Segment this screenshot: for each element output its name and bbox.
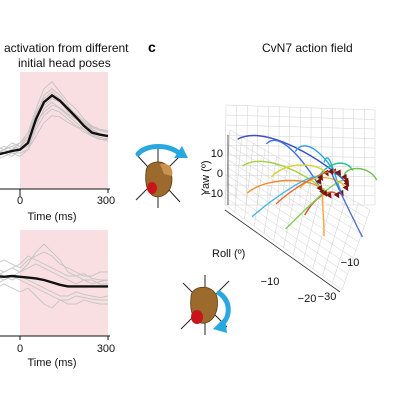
yaw-tick-label: 10 bbox=[211, 148, 223, 160]
trajectory-arrowhead bbox=[333, 191, 340, 199]
left-title-line2: initial head poses bbox=[18, 56, 111, 70]
trajectory-arrowhead bbox=[316, 184, 323, 192]
trajectory-line bbox=[321, 191, 327, 237]
trial-trace bbox=[0, 283, 108, 309]
trajectory-line bbox=[251, 175, 323, 218]
grid-line bbox=[226, 182, 351, 267]
grid-line bbox=[226, 174, 354, 259]
grid-line bbox=[225, 114, 376, 120]
grid-line bbox=[225, 104, 376, 111]
grid-line bbox=[229, 137, 368, 219]
trajectory-arrowhead bbox=[317, 174, 324, 181]
top-activation-chart: 0 300 Time (ms) bbox=[0, 72, 115, 223]
grid-line bbox=[229, 129, 371, 211]
grid-line bbox=[225, 197, 345, 283]
roll-axis bbox=[224, 209, 341, 293]
trajectory-line bbox=[237, 134, 349, 185]
grid-line bbox=[227, 159, 359, 243]
trial-trace bbox=[0, 105, 109, 151]
left-title-line1: activation from different bbox=[4, 41, 129, 55]
trajectory-lines bbox=[237, 134, 378, 238]
trajectory-arrowhead bbox=[343, 177, 349, 185]
grid-line bbox=[225, 174, 376, 177]
trial-trace bbox=[0, 251, 108, 277]
mean-trace bbox=[0, 274, 108, 288]
grid-line bbox=[228, 144, 365, 227]
trajectory-line bbox=[275, 170, 341, 205]
x-tick-label-0: 0 bbox=[17, 195, 23, 207]
roll-tick-label: −20 bbox=[298, 293, 317, 305]
trajectory-line bbox=[246, 179, 322, 194]
trial-trace bbox=[0, 273, 109, 299]
yaw-tick-label: 0 bbox=[217, 168, 223, 180]
trial-trace bbox=[0, 81, 109, 151]
trajectory-line bbox=[270, 164, 328, 178]
yaw-tick-label: −10 bbox=[204, 188, 223, 200]
head-pose-yaw-icon bbox=[135, 144, 188, 208]
x-tick-label-300: 300 bbox=[97, 195, 115, 207]
head-pose-roll-icon bbox=[180, 275, 231, 335]
x-tick-label-300: 300 bbox=[97, 343, 115, 355]
roll-tick-label: −30 bbox=[318, 291, 337, 303]
trial-traces bbox=[0, 81, 109, 159]
trial-traces bbox=[0, 243, 109, 309]
panel-letter: c bbox=[148, 39, 156, 55]
trajectory-arrowhead bbox=[321, 190, 328, 197]
grid-line bbox=[228, 152, 362, 235]
grid-line bbox=[225, 154, 376, 158]
roll-axis-label: Roll (º) bbox=[212, 248, 245, 260]
trajectory-line bbox=[323, 157, 343, 195]
trajectory-line bbox=[343, 167, 378, 181]
trajectory-arrowhead bbox=[325, 191, 332, 199]
trial-trace bbox=[0, 115, 109, 157]
trial-trace bbox=[0, 243, 108, 281]
grid-line bbox=[227, 167, 357, 251]
trajectory-arrowhead bbox=[327, 168, 334, 176]
grid-walls bbox=[224, 104, 376, 293]
trajectory-arrowhead bbox=[335, 169, 342, 177]
trial-trace bbox=[0, 263, 108, 285]
trajectory-arrowhead bbox=[342, 184, 349, 192]
roll-tick-label: −10 bbox=[261, 276, 280, 288]
trial-trace bbox=[0, 275, 108, 301]
grid-line bbox=[225, 189, 348, 275]
trajectory-arrowhead bbox=[341, 173, 347, 181]
mean-trace bbox=[0, 93, 109, 156]
x-axis-label: Time (ms) bbox=[27, 357, 76, 369]
grid-line bbox=[225, 194, 376, 196]
bottom-activation-chart: 0 300 Time (ms) bbox=[0, 230, 115, 369]
trajectory-line bbox=[299, 176, 348, 189]
grid-line bbox=[224, 204, 343, 291]
trial-trace bbox=[0, 255, 109, 285]
x-axis-label: Time (ms) bbox=[27, 211, 76, 223]
yaw-axis-label: Yaw (º) bbox=[200, 161, 212, 196]
right-title: CvN7 action field bbox=[262, 41, 353, 55]
x-tick-label-0: 0 bbox=[17, 343, 23, 355]
action-field-3d-chart: Yaw (º) Roll (º) 10 0 −10 −10 −20 −30 −1… bbox=[200, 104, 378, 305]
third-axis-tick-label: −10 bbox=[341, 257, 360, 269]
grid-line bbox=[225, 124, 376, 130]
trajectory-arrowhead bbox=[315, 178, 322, 185]
